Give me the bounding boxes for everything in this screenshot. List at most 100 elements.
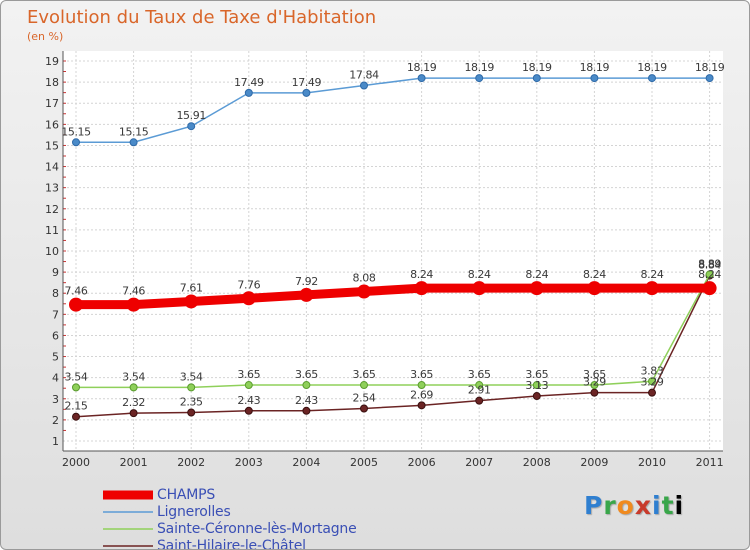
data-point-2 — [648, 377, 656, 386]
y-tick-label: 15 — [45, 139, 59, 152]
data-label-2: 3.65 — [353, 368, 376, 381]
data-point-3 — [648, 388, 656, 397]
x-tick-label: 2007 — [465, 456, 493, 469]
data-label-1: 18.19 — [637, 61, 667, 74]
data-point-3 — [417, 401, 426, 410]
data-label-1: 15.91 — [176, 109, 206, 122]
y-tick-label: 7 — [52, 308, 59, 321]
data-label-2: 3.65 — [410, 368, 433, 381]
data-point-1 — [705, 74, 714, 83]
data-label-1: 18.19 — [522, 61, 552, 74]
data-point-2 — [417, 381, 426, 390]
y-tick-label: 19 — [45, 55, 59, 68]
chart-title: Evolution du Taux de Taxe d'Habitation — [27, 7, 377, 28]
data-label-1: 17.49 — [292, 76, 322, 89]
data-label-2: 3.65 — [525, 368, 548, 381]
chart-subtitle: (en %) — [27, 30, 64, 43]
data-label-2: 3.65 — [468, 368, 491, 381]
data-point-1 — [360, 81, 368, 90]
x-tick-label: 2004 — [292, 456, 320, 469]
x-tick-label: 2010 — [638, 456, 666, 469]
data-label-3: 2.35 — [180, 396, 203, 409]
data-point-0 — [645, 281, 659, 296]
y-tick-label: 12 — [45, 203, 59, 216]
legend-item-sainte-ceronne: Sainte-Céronne-lès-Mortagne — [103, 520, 357, 537]
data-point-3 — [129, 409, 138, 418]
data-label-2: 8.89 — [698, 257, 721, 270]
x-tick-label: 2008 — [523, 456, 551, 469]
data-label-0: 8.24 — [525, 268, 548, 281]
data-point-3 — [360, 404, 368, 413]
data-point-1 — [532, 74, 541, 83]
data-label-0: 7.76 — [237, 278, 260, 291]
legend-swatch-saint-hilaire — [103, 544, 153, 547]
data-point-3 — [72, 412, 80, 421]
x-tick-label: 2006 — [408, 456, 436, 469]
x-tick-label: 2001 — [120, 456, 148, 469]
y-tick-label: 5 — [52, 351, 59, 364]
legend-item-lignerolles: Lignerolles — [103, 503, 357, 520]
data-point-3 — [302, 406, 311, 415]
data-label-2: 3.65 — [583, 368, 606, 381]
y-tick-label: 6 — [52, 329, 59, 342]
data-point-2 — [360, 381, 368, 390]
data-label-3: 2.54 — [353, 391, 376, 404]
y-tick-label: 1 — [52, 435, 59, 448]
data-label-0: 7.46 — [122, 285, 145, 298]
data-label-1: 18.19 — [407, 61, 437, 74]
data-label-0: 8.24 — [698, 268, 721, 281]
data-point-0 — [126, 297, 141, 312]
y-tick-label: 8 — [52, 287, 59, 300]
data-label-2: 3.65 — [295, 368, 318, 381]
data-point-2 — [590, 381, 599, 390]
data-label-3: 3.29 — [583, 376, 606, 389]
proxiti-logo: Proxiti — [584, 491, 685, 520]
data-point-2 — [705, 270, 714, 279]
x-tick-label: 2000 — [62, 456, 90, 469]
y-tick-label: 13 — [45, 182, 59, 195]
x-tick-label: 2003 — [235, 456, 263, 469]
data-point-2 — [72, 383, 80, 392]
y-tick-label: 4 — [52, 372, 59, 385]
data-point-2 — [475, 381, 484, 390]
data-label-1: 17.84 — [349, 68, 379, 81]
legend-item-champs: CHAMPS — [103, 486, 357, 503]
x-tick-label: 2005 — [350, 456, 378, 469]
data-label-3: 3.29 — [641, 376, 664, 389]
data-point-0 — [529, 281, 544, 296]
data-label-3: 3.13 — [525, 379, 548, 392]
data-label-3: 8.84 — [698, 258, 721, 271]
legend-label-sainte-ceronne: Sainte-Céronne-lès-Mortagne — [157, 520, 357, 537]
legend-swatch-sainte-ceronne — [103, 527, 153, 530]
series-line-3 — [75, 275, 711, 418]
data-label-3: 2.69 — [410, 388, 433, 401]
data-label-1: 18.19 — [464, 61, 494, 74]
data-point-1 — [648, 74, 656, 83]
series-line-2 — [76, 274, 711, 389]
data-label-1: 18.19 — [695, 61, 725, 74]
series-line-0 — [76, 283, 710, 310]
data-label-3: 2.15 — [65, 400, 88, 413]
x-tick-label: 2011 — [696, 456, 724, 469]
y-tick-label: 2 — [52, 414, 59, 427]
data-label-2: 3.83 — [641, 364, 664, 377]
y-tick-label: 10 — [45, 245, 59, 258]
data-label-3: 2.32 — [122, 396, 145, 409]
y-tick-label: 17 — [45, 97, 59, 110]
series-line-1 — [76, 77, 710, 144]
data-label-0: 7.46 — [65, 285, 88, 298]
legend-label-saint-hilaire: Saint-Hilaire-le-Châtel — [157, 537, 306, 550]
data-point-1 — [302, 88, 311, 97]
data-point-0 — [184, 294, 199, 309]
legend: CHAMPS Lignerolles Sainte-Céronne-lès-Mo… — [103, 486, 357, 550]
y-tick-label: 14 — [45, 161, 59, 174]
data-point-3 — [590, 388, 599, 397]
data-label-0: 8.24 — [641, 268, 664, 281]
data-point-3 — [532, 392, 541, 401]
data-label-1: 15.15 — [119, 125, 149, 138]
data-point-1 — [417, 74, 426, 83]
data-label-1: 17.49 — [234, 76, 264, 89]
data-point-0 — [414, 281, 429, 296]
data-label-3: 2.91 — [468, 384, 491, 397]
